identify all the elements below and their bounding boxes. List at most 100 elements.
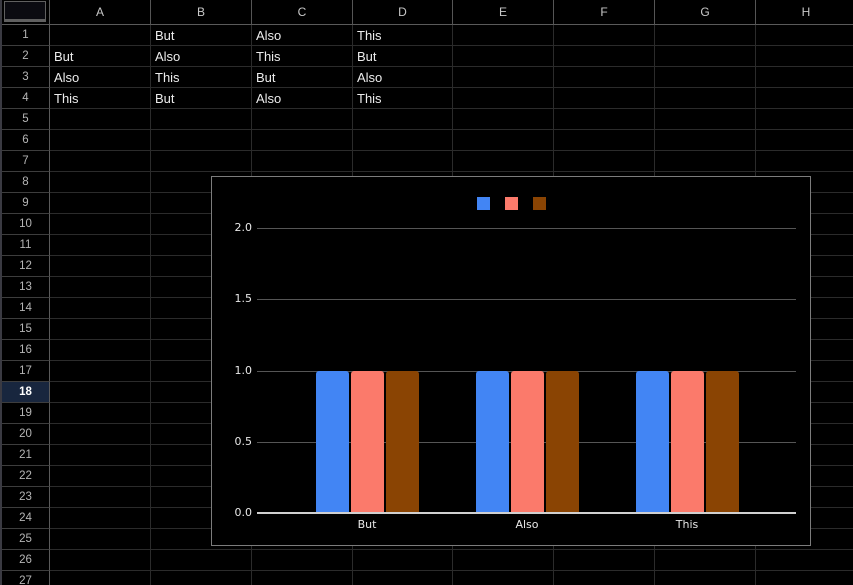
cell-A27[interactable]: [50, 571, 151, 585]
cell-H5[interactable]: [756, 109, 853, 130]
cell-B5[interactable]: [151, 109, 252, 130]
cell-D5[interactable]: [353, 109, 453, 130]
cell-F27[interactable]: [554, 571, 655, 585]
row-header-7[interactable]: 7: [2, 151, 50, 172]
column-header-D[interactable]: D: [353, 0, 453, 25]
cell-E5[interactable]: [453, 109, 554, 130]
cell-G5[interactable]: [655, 109, 756, 130]
cell-A1[interactable]: [50, 25, 151, 46]
cell-B2[interactable]: Also: [151, 46, 252, 67]
cell-C27[interactable]: [252, 571, 353, 585]
row-header-6[interactable]: 6: [2, 130, 50, 151]
column-header-B[interactable]: B: [151, 0, 252, 25]
cell-A18[interactable]: [50, 382, 151, 403]
cell-F2[interactable]: [554, 46, 655, 67]
cell-E6[interactable]: [453, 130, 554, 151]
row-header-9[interactable]: 9: [2, 193, 50, 214]
cell-A10[interactable]: [50, 214, 151, 235]
cell-C1[interactable]: Also: [252, 25, 353, 46]
cell-A21[interactable]: [50, 445, 151, 466]
cell-B3[interactable]: This: [151, 67, 252, 88]
row-header-10[interactable]: 10: [2, 214, 50, 235]
cell-A8[interactable]: [50, 172, 151, 193]
row-header-18[interactable]: 18: [2, 382, 50, 403]
cell-B1[interactable]: But: [151, 25, 252, 46]
column-header-A[interactable]: A: [50, 0, 151, 25]
cell-B6[interactable]: [151, 130, 252, 151]
row-header-27[interactable]: 27: [2, 571, 50, 585]
cell-G7[interactable]: [655, 151, 756, 172]
cell-F5[interactable]: [554, 109, 655, 130]
cell-A2[interactable]: But: [50, 46, 151, 67]
cell-A11[interactable]: [50, 235, 151, 256]
row-header-8[interactable]: 8: [2, 172, 50, 193]
cell-D3[interactable]: Also: [353, 67, 453, 88]
cell-F26[interactable]: [554, 550, 655, 571]
cell-C6[interactable]: [252, 130, 353, 151]
cell-E27[interactable]: [453, 571, 554, 585]
row-header-1[interactable]: 1: [2, 25, 50, 46]
cell-F7[interactable]: [554, 151, 655, 172]
cell-E1[interactable]: [453, 25, 554, 46]
column-header-E[interactable]: E: [453, 0, 554, 25]
cell-F1[interactable]: [554, 25, 655, 46]
cell-D26[interactable]: [353, 550, 453, 571]
cell-D2[interactable]: But: [353, 46, 453, 67]
cell-G3[interactable]: [655, 67, 756, 88]
row-header-25[interactable]: 25: [2, 529, 50, 550]
cell-H6[interactable]: [756, 130, 853, 151]
cell-A12[interactable]: [50, 256, 151, 277]
cell-A20[interactable]: [50, 424, 151, 445]
cell-D4[interactable]: This: [353, 88, 453, 109]
cell-H1[interactable]: [756, 25, 853, 46]
cell-B7[interactable]: [151, 151, 252, 172]
cell-E4[interactable]: [453, 88, 554, 109]
cell-G27[interactable]: [655, 571, 756, 585]
cell-H4[interactable]: [756, 88, 853, 109]
cell-H26[interactable]: [756, 550, 853, 571]
row-header-16[interactable]: 16: [2, 340, 50, 361]
row-header-13[interactable]: 13: [2, 277, 50, 298]
row-header-11[interactable]: 11: [2, 235, 50, 256]
cell-C7[interactable]: [252, 151, 353, 172]
cell-A15[interactable]: [50, 319, 151, 340]
cell-G6[interactable]: [655, 130, 756, 151]
row-header-5[interactable]: 5: [2, 109, 50, 130]
cell-F4[interactable]: [554, 88, 655, 109]
cell-E26[interactable]: [453, 550, 554, 571]
cell-E7[interactable]: [453, 151, 554, 172]
embedded-chart[interactable]: 0.0 0.5 1.0 1.5 2.0 But Also This: [211, 176, 811, 546]
cell-A5[interactable]: [50, 109, 151, 130]
select-all-corner[interactable]: [2, 0, 50, 25]
cell-G1[interactable]: [655, 25, 756, 46]
cell-F3[interactable]: [554, 67, 655, 88]
cell-A25[interactable]: [50, 529, 151, 550]
cell-A26[interactable]: [50, 550, 151, 571]
row-header-2[interactable]: 2: [2, 46, 50, 67]
column-header-C[interactable]: C: [252, 0, 353, 25]
cell-A9[interactable]: [50, 193, 151, 214]
cell-H2[interactable]: [756, 46, 853, 67]
cell-A16[interactable]: [50, 340, 151, 361]
row-header-14[interactable]: 14: [2, 298, 50, 319]
row-header-4[interactable]: 4: [2, 88, 50, 109]
cell-C2[interactable]: This: [252, 46, 353, 67]
cell-A6[interactable]: [50, 130, 151, 151]
cell-H7[interactable]: [756, 151, 853, 172]
cell-A22[interactable]: [50, 466, 151, 487]
row-header-21[interactable]: 21: [2, 445, 50, 466]
cell-A13[interactable]: [50, 277, 151, 298]
cell-B4[interactable]: But: [151, 88, 252, 109]
cell-D7[interactable]: [353, 151, 453, 172]
row-header-24[interactable]: 24: [2, 508, 50, 529]
column-header-G[interactable]: G: [655, 0, 756, 25]
cell-A3[interactable]: Also: [50, 67, 151, 88]
cell-C26[interactable]: [252, 550, 353, 571]
cell-A17[interactable]: [50, 361, 151, 382]
row-header-3[interactable]: 3: [2, 67, 50, 88]
row-header-22[interactable]: 22: [2, 466, 50, 487]
row-header-19[interactable]: 19: [2, 403, 50, 424]
row-header-20[interactable]: 20: [2, 424, 50, 445]
cell-D1[interactable]: This: [353, 25, 453, 46]
cell-E3[interactable]: [453, 67, 554, 88]
